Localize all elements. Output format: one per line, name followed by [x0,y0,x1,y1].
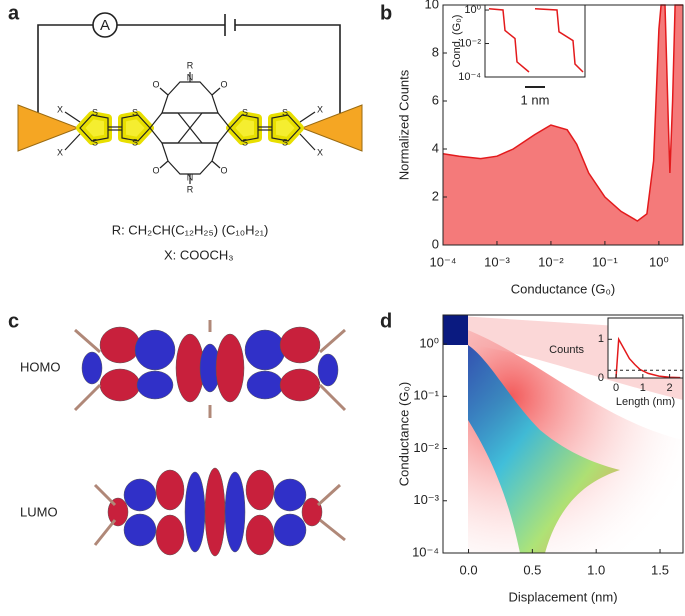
ammeter-label: A [100,17,110,34]
inset-frame [607,317,684,379]
atom-label: X [317,104,323,114]
x-tick-label: 2 [667,382,673,394]
atom-label: S [242,107,248,117]
panel-letter: c [8,310,19,332]
panel-letter: d [380,310,392,332]
y-tick-label: 4 [432,140,439,155]
atom-label: X [57,147,63,157]
atom-label: S [132,107,138,117]
atom-label: S [282,107,288,117]
trace [615,336,681,379]
atom-label: R [187,184,194,194]
y-axis-label: Conductance (G₀) [396,382,411,486]
y-tick-label: 8 [432,44,439,59]
x-tick-label: 10⁻¹ [592,254,618,269]
histogram-line [442,4,683,222]
histogram-area [443,5,683,245]
lumo-orbital [93,467,346,557]
panel-letter: a [8,2,20,24]
y-tick-label: 2 [432,188,439,203]
atom-label: S [92,137,98,147]
trace [534,7,584,73]
y-tick-label: 1 [598,333,604,345]
y-tick-label: 10⁻⁴ [458,71,481,83]
y-tick-label: 10 [425,0,439,11]
atom-label: S [282,137,288,147]
trace [488,7,530,73]
x-tick-label: 10⁰ [649,254,669,269]
y-tick-label: 0 [598,372,604,384]
x-tick-label: 10⁻⁴ [430,254,457,269]
orbital-label: LUMO [20,504,58,519]
atom-label: N [187,72,194,82]
x-tick-label: 1.0 [587,562,605,577]
x-group-label: X: COOCH₃ [164,247,234,262]
atom-label: N [187,172,194,182]
y-axis-label: Normalized Counts [396,69,411,180]
x-tick-label: 10⁻³ [484,254,510,269]
circuit [37,12,341,120]
axes-frame [607,317,684,379]
atom-label: R [187,60,194,70]
y-tick-label: 10⁻⁴ [412,544,439,559]
y-tick-label: 10⁰ [419,335,439,350]
x-tick-label: 1 [640,382,646,394]
atom-label: X [317,147,323,157]
y-tick-label: 10⁻¹ [413,388,439,403]
atom-label: O [152,165,159,175]
electrode [300,104,363,152]
atom-label: O [220,79,227,89]
homo-orbital [73,320,347,418]
atom-label: S [242,137,248,147]
atom-label: O [152,79,159,89]
x-axis-label: Displacement (nm) [508,589,617,604]
x-axis-label: Length (nm) [616,396,675,408]
x-tick-label: 0.5 [523,562,541,577]
scale-bar-label: 1 nm [521,92,550,107]
y-tick-label: 6 [432,92,439,107]
x-tick-label: 1.5 [651,562,669,577]
atom-label: X [57,104,63,114]
y-tick-label: 10⁰ [464,4,481,16]
y-axis-label: Cond. (G₀) [451,15,463,68]
y-axis-label: Counts [549,344,584,356]
panel-letter: b [380,2,392,24]
x-tick-label: 10⁻² [538,254,564,269]
axes-frame [442,314,684,554]
y-tick-label: 10⁻² [413,440,439,455]
r-group-label: R: CH₂CH(C₁₂H₂₅) (C₁₀H₂₁) [112,222,269,237]
x-tick-label: 0.0 [459,562,477,577]
atom-label: S [92,107,98,117]
orbital-label: HOMO [20,359,60,374]
axes-frame [484,4,586,78]
molecule [64,72,316,184]
inset-frame [484,4,586,78]
atom-label: O [220,165,227,175]
y-tick-label: 10⁻³ [413,492,439,507]
atom-label: S [132,137,138,147]
y-tick-label: 0 [432,236,439,251]
y-tick-label: 10⁻² [459,37,481,49]
x-tick-label: 0 [613,382,619,394]
x-axis-label: Conductance (G₀) [511,281,615,296]
electrode [17,104,80,152]
